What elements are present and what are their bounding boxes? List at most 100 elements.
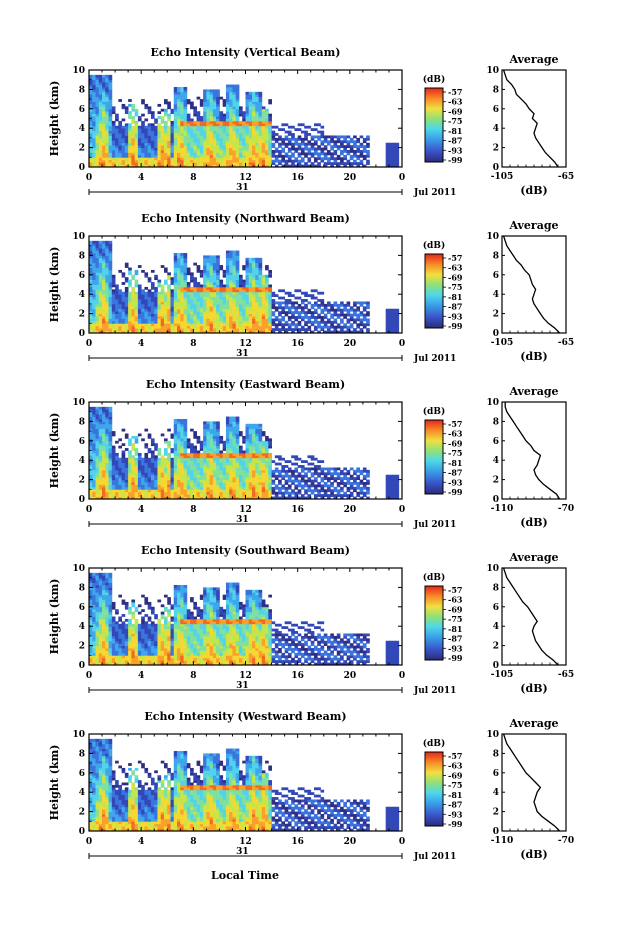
heatmap-cell [212, 145, 217, 148]
heatmap-cell [170, 140, 175, 144]
heatmap-cell [385, 311, 390, 314]
heatmap-cell [163, 159, 168, 163]
heatmap-cell [128, 159, 132, 163]
heatmap-cell [163, 303, 168, 307]
heatmap-cell [196, 328, 201, 331]
heatmap-cell [343, 145, 347, 148]
heatmap-cell [131, 277, 136, 281]
heatmap-cell [154, 467, 158, 471]
heatmap-cell [163, 113, 168, 117]
heatmap-cell [327, 320, 331, 324]
heatmap-cell [108, 113, 113, 117]
heatmap-cell [173, 477, 178, 480]
heatmap-cell [265, 118, 269, 122]
heatmap-cell [177, 289, 181, 293]
heatmap-cell [346, 152, 351, 156]
heatmap-cell [395, 142, 400, 146]
heatmap-cell [141, 491, 145, 495]
heatmap-cell [95, 116, 100, 119]
heatmap-cell [154, 154, 158, 158]
heatmap-cell [102, 330, 106, 334]
heatmap-cell [92, 252, 96, 256]
heatmap-cell [170, 484, 175, 488]
heatmap-cell [190, 311, 194, 314]
heatmap-cell [118, 316, 122, 319]
heatmap-cell [180, 86, 184, 90]
heatmap-cell [278, 323, 282, 327]
heatmap-cell [183, 86, 188, 90]
heatmap-cell [102, 416, 106, 420]
heatmap-cell [177, 111, 181, 115]
heatmap-cell [340, 150, 344, 153]
heatmap-cell [128, 113, 132, 117]
heatmap-cell [291, 152, 295, 156]
heatmap-cell [102, 137, 106, 141]
heatmap-cell [229, 303, 233, 307]
heatmap-cell [287, 150, 292, 153]
heatmap-cell [242, 279, 246, 283]
heatmap-cell [160, 108, 165, 112]
heatmap-cell [323, 316, 328, 319]
heatmap-cell [199, 455, 204, 459]
heatmap-cell [105, 145, 109, 148]
heatmap-cell [268, 301, 272, 305]
heatmap-cell [95, 277, 100, 281]
heatmap-cell [160, 433, 165, 437]
heatmap-cell [147, 486, 152, 490]
heatmap-cell [219, 116, 224, 119]
heatmap-cell [245, 306, 250, 310]
heatmap-cell [111, 469, 116, 473]
heatmap-cell [173, 91, 178, 95]
heatmap-cell [392, 154, 396, 158]
heatmap-cell [163, 496, 168, 500]
heatmap-cell [225, 265, 230, 268]
heatmap-cell [150, 296, 155, 300]
heatmap-cell [147, 291, 152, 295]
heatmap-cell [229, 252, 233, 256]
heatmap-cell [121, 477, 126, 480]
heatmap-cell [157, 306, 162, 310]
heatmap-cell [190, 147, 194, 151]
heatmap-cell [173, 262, 178, 266]
heatmap-cell [115, 308, 119, 312]
heatmap-cell [121, 428, 126, 432]
heatmap-cell [206, 479, 211, 483]
heatmap-cell [248, 262, 253, 266]
heatmap-cell [199, 116, 204, 119]
heatmap-cell [235, 108, 240, 112]
heatmap-cell [248, 150, 253, 153]
heatmap-cell [124, 306, 129, 310]
heatmap-cell [190, 289, 194, 293]
heatmap-cell [147, 465, 152, 468]
heatmap-cell [102, 125, 106, 129]
heatmap-cell [238, 323, 243, 327]
heatmap-cell [98, 84, 103, 88]
heatmap-cell [167, 137, 171, 141]
heatmap-cell [242, 142, 246, 146]
heatmap-cell [317, 316, 321, 319]
heatmap-cell [317, 147, 321, 151]
heatmap-cell [141, 130, 145, 134]
heatmap-cell [89, 101, 93, 105]
heatmap-cell [95, 94, 100, 98]
heatmap-cell [186, 147, 191, 151]
heatmap-cell [98, 118, 103, 122]
heatmap-cell [327, 150, 331, 153]
heatmap-cell [121, 455, 126, 459]
heatmap-cell [216, 159, 220, 163]
heatmap-cell [111, 308, 116, 312]
heatmap-cell [238, 286, 243, 290]
heatmap-cell [105, 426, 109, 430]
heatmap-cell [147, 457, 152, 461]
heatmap-cell [157, 282, 162, 285]
heatmap-cell [203, 462, 207, 466]
heatmap-cell [134, 303, 139, 307]
heatmap-cell [115, 142, 119, 146]
heatmap-cell [300, 301, 305, 305]
heatmap-cell [284, 123, 289, 127]
heatmap-cell [147, 137, 152, 141]
heatmap-cell [150, 308, 155, 312]
heatmap-cell [173, 267, 178, 271]
heatmap-cell [261, 147, 266, 151]
heatmap-cell [287, 291, 292, 295]
